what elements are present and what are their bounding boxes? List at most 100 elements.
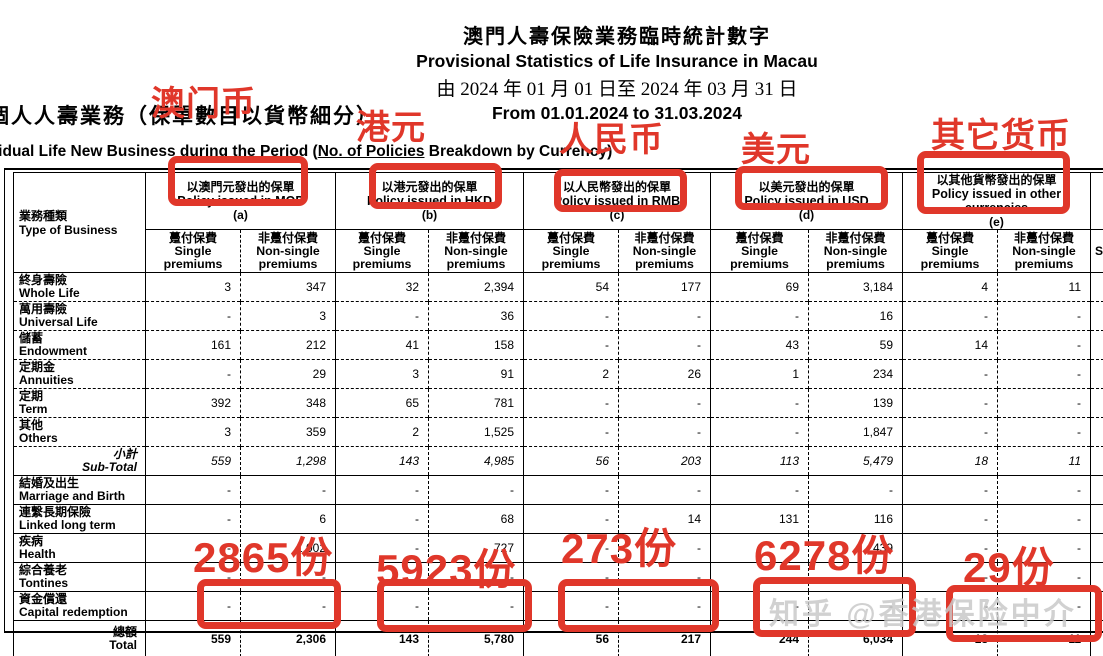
cell-4: 56	[523, 446, 619, 476]
cell-1: 6	[240, 504, 336, 534]
cell-4: 2	[523, 359, 619, 389]
cell-3: 36	[428, 301, 524, 331]
other-key: (e)	[989, 215, 1004, 229]
table-row-linked-long-term: 連繫長期保險 Linked long term -6-68-14 131 116- -	[13, 504, 1103, 534]
cell-2: -	[335, 475, 429, 505]
cell-8: 14	[902, 330, 998, 360]
usd-zh: 以美元發出的保單	[758, 180, 855, 194]
cell-5: -	[617, 591, 711, 621]
cell-0: 3	[145, 272, 241, 302]
watermark: 知乎 @香港保险中介	[769, 598, 1077, 631]
cell-1: 359	[240, 417, 336, 447]
cell-6: -	[710, 388, 809, 418]
cell-8: -	[902, 359, 998, 389]
table-row-universal-life: 萬用壽險 Universal Life -3-36- - -16- -	[13, 301, 1103, 331]
cell-9: -	[997, 504, 1091, 534]
cell-8: -	[902, 388, 998, 418]
usd-key: (d)	[798, 208, 815, 222]
cell-4: -	[523, 330, 619, 360]
cell-2: 65	[335, 388, 429, 418]
other-zh: 以其他貨幣發出的保單	[936, 173, 1057, 187]
cell-0: 161	[145, 330, 241, 360]
cell-7: -	[808, 591, 903, 621]
cell-7: 139	[808, 388, 903, 418]
period-chinese: 由 2024 年 01 月 01 日至 2024 年 03 月 31 日	[436, 79, 798, 100]
cell-partial	[1090, 562, 1103, 592]
row-label: 小計 Sub-Total	[13, 446, 146, 476]
cell-9: -	[997, 533, 1091, 563]
cell-2: 32	[335, 272, 429, 302]
annotation-frame-total-mop	[197, 579, 341, 629]
cell-partial	[1090, 330, 1103, 360]
cell-1: -	[240, 475, 336, 505]
cell-0: -	[145, 533, 241, 563]
table-row-term: 定期 Term 392 348 65 781- - -139- -	[13, 388, 1103, 418]
cell-0: 3	[145, 417, 241, 447]
row-label: 疾病 Health	[13, 533, 146, 563]
cell-3: 158	[428, 330, 524, 360]
hkd-key: (b)	[421, 208, 438, 222]
cell-0: -	[145, 562, 241, 592]
cell-7: 5,479	[808, 446, 903, 476]
cell-7: 234	[808, 359, 903, 389]
cell-2: 3	[335, 359, 429, 389]
cell-8: -	[902, 475, 998, 505]
mop-key: (a)	[233, 208, 248, 222]
table-row-others: 其他 Others 3 359 2 1,525- - -1,847- -	[13, 417, 1103, 447]
annotation-frame-header-rmb	[554, 169, 687, 212]
cell-3: 727	[428, 533, 524, 563]
single-premiums-header-2: 躉付保費 Single premiums	[523, 229, 619, 273]
hkd-zh: 以港元發出的保單	[381, 180, 478, 194]
mop-zh: 以澳門元發出的保單	[186, 180, 295, 194]
annotation-frame-total-rmb	[558, 579, 719, 632]
cell-6: 1	[710, 359, 809, 389]
cell-4: -	[523, 417, 619, 447]
annotation-count-usd: 6278份	[754, 532, 895, 579]
cell-4: 54	[523, 272, 619, 302]
cell-5: -	[617, 301, 711, 331]
cell-6: 43	[710, 330, 809, 360]
cell-8: -	[902, 417, 998, 447]
type-of-business-header: 業務種類 Type of Business	[14, 173, 146, 273]
cell-1: 3	[240, 301, 336, 331]
annotation-label-other: 其它货币	[931, 117, 1071, 155]
cell-2: 143	[335, 446, 429, 476]
table-outer-bottom-line	[4, 631, 1103, 633]
annotation-label-rmb: 人民币	[559, 121, 664, 159]
non-single-premiums-header-3: 非躉付保費 Non-single premiums	[808, 229, 903, 273]
cell-0: -	[145, 475, 241, 505]
table-row-marriage-and-birth: 結婚及出生 Marriage and Birth - - - - - - - - - -	[13, 475, 1103, 505]
cell-partial	[1090, 272, 1103, 302]
cell-1: 29	[240, 359, 336, 389]
cell-9: 11	[997, 446, 1091, 476]
cell-8: 4	[902, 272, 998, 302]
row-label: 綜合養老 Tontines	[13, 562, 146, 592]
currency-header-rmb: 以人民幣發出的保單 Policy issued in RMB (c)	[522, 172, 711, 230]
cell-3: 4,985	[428, 446, 524, 476]
cell-9: -	[997, 475, 1091, 505]
premium-header-row: 躉付保費 Single premiums 非躉付保費 Non-single premi…	[14, 229, 1103, 273]
cell-3: -	[428, 591, 524, 621]
cell-4: -	[523, 388, 619, 418]
cell-0: 392	[145, 388, 241, 418]
rmb-en: Policy issued in RMB	[553, 194, 681, 208]
cell-3: 2,394	[428, 272, 524, 302]
row-label: 連繫長期保險 Linked long term	[13, 504, 146, 534]
table-row-sub-total: 小計 Sub-Total 559 1,298 143 4,985 56 203 113 5,479…	[13, 446, 1103, 476]
cell-3: 781	[428, 388, 524, 418]
cell-9: 11	[997, 272, 1091, 302]
cell-3: 1,525	[428, 417, 524, 447]
cell-5: -	[617, 417, 711, 447]
cell-0: 559	[145, 446, 241, 476]
cell-6: -	[710, 417, 809, 447]
clipped-next-column-subheader: S	[1090, 229, 1103, 273]
cell-1: 1,298	[240, 446, 336, 476]
cell-2: -	[335, 504, 429, 534]
non-single-premiums-header-2: 非躉付保費 Non-single premiums	[617, 229, 711, 273]
cell-5: 177	[617, 272, 711, 302]
cell-2: 41	[335, 330, 429, 360]
subtitle-english: Individual Life New Business during the …	[0, 143, 612, 161]
cell-8: -	[902, 301, 998, 331]
cell-4: -	[523, 475, 619, 505]
single-premiums-header-4: 躉付保費 Single premiums	[902, 229, 998, 273]
